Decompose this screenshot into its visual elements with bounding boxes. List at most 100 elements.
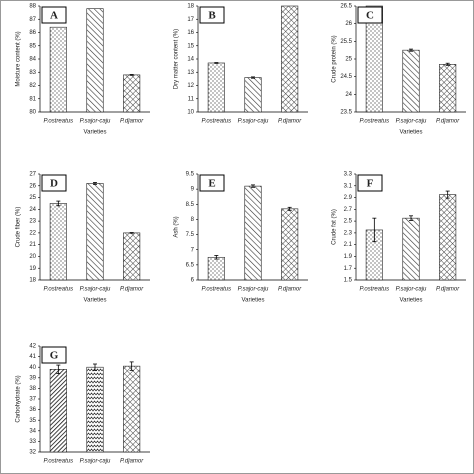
x-axis-label: Varieties bbox=[84, 130, 107, 136]
y-tick-label: 10 bbox=[187, 110, 194, 116]
y-tick-label: 9 bbox=[191, 187, 195, 193]
x-tick-label: P.sajor-caju bbox=[80, 459, 111, 465]
x-tick-label: P.ostreatus bbox=[360, 119, 390, 125]
y-tick-label: 32 bbox=[29, 450, 36, 456]
y-tick-label: 17 bbox=[187, 17, 194, 23]
y-tick-label: 2.5 bbox=[344, 219, 353, 225]
x-tick-label: P.djamor bbox=[278, 287, 302, 293]
panel-label: A bbox=[50, 10, 58, 22]
y-tick-label: 81 bbox=[29, 96, 36, 102]
y-tick-label: 38 bbox=[29, 386, 36, 392]
y-tick-label: 33 bbox=[29, 439, 36, 445]
y-tick-label: 12 bbox=[187, 83, 194, 89]
y-axis-label: Moisture content (%) bbox=[16, 31, 22, 86]
y-tick-label: 37 bbox=[29, 397, 36, 403]
bar bbox=[244, 185, 262, 281]
y-tick-label: 23 bbox=[29, 219, 36, 225]
y-tick-label: 26.5 bbox=[340, 4, 352, 10]
y-tick-label: 88 bbox=[29, 4, 36, 10]
bar bbox=[123, 74, 141, 113]
y-tick-label: 35 bbox=[29, 418, 36, 424]
y-tick-label: 2.1 bbox=[344, 242, 353, 248]
bar bbox=[86, 8, 104, 113]
panel-label: G bbox=[50, 350, 59, 362]
y-tick-label: 34 bbox=[29, 428, 36, 434]
y-tick-label: 85 bbox=[29, 43, 36, 49]
x-axis-label: Varieties bbox=[400, 130, 423, 136]
y-tick-label: 8 bbox=[191, 217, 195, 223]
y-tick-label: 26 bbox=[29, 183, 36, 189]
y-tick-label: 16 bbox=[187, 30, 194, 36]
x-tick-label: P.djamor bbox=[436, 119, 460, 125]
bar bbox=[365, 5, 383, 113]
y-tick-label: 7.5 bbox=[186, 232, 195, 238]
bar bbox=[439, 194, 457, 281]
panel-label-box bbox=[357, 6, 383, 24]
panel-label-box bbox=[41, 174, 67, 192]
y-tick-label: 41 bbox=[29, 354, 36, 360]
y-tick-label: 6 bbox=[191, 278, 195, 284]
y-tick-label: 20 bbox=[29, 254, 36, 260]
x-tick-label: P.ostreatus bbox=[202, 119, 232, 125]
y-tick-label: 84 bbox=[29, 57, 36, 63]
y-tick-label: 1.7 bbox=[344, 266, 353, 272]
bar bbox=[281, 208, 299, 281]
y-tick-label: 8.5 bbox=[186, 202, 195, 208]
y-tick-label: 25 bbox=[345, 57, 352, 63]
x-tick-label: P.sajor-caju bbox=[80, 287, 111, 293]
bar bbox=[207, 62, 225, 113]
panel-label-box bbox=[41, 346, 67, 364]
y-tick-label: 22 bbox=[29, 230, 36, 236]
y-tick-label: 2.9 bbox=[344, 195, 353, 201]
bar bbox=[281, 5, 299, 113]
x-tick-label: P.djamor bbox=[120, 459, 144, 465]
y-axis-label: Crude fiber (%) bbox=[16, 207, 22, 248]
panel-label: D bbox=[50, 178, 58, 190]
x-tick-label: P.djamor bbox=[120, 287, 144, 293]
y-tick-label: 21 bbox=[29, 242, 36, 248]
y-axis-label: Ash (%) bbox=[174, 216, 180, 237]
y-tick-label: 19 bbox=[29, 266, 36, 272]
x-tick-label: P.sajor-caju bbox=[238, 119, 269, 125]
panel-label: B bbox=[208, 10, 216, 22]
y-tick-label: 7 bbox=[191, 247, 195, 253]
panel-label-box bbox=[199, 6, 225, 24]
bar bbox=[86, 366, 104, 453]
y-tick-label: 86 bbox=[29, 30, 36, 36]
x-tick-label: P.ostreatus bbox=[44, 119, 74, 125]
bar bbox=[49, 369, 67, 453]
y-tick-label: 3.1 bbox=[344, 183, 353, 189]
y-tick-label: 40 bbox=[29, 365, 36, 371]
bar bbox=[402, 49, 420, 113]
y-tick-label: 24 bbox=[345, 92, 352, 98]
x-tick-label: P.djamor bbox=[278, 119, 302, 125]
x-tick-label: P.ostreatus bbox=[44, 287, 74, 293]
bar bbox=[207, 256, 225, 281]
x-tick-label: P.ostreatus bbox=[202, 287, 232, 293]
panel-label: C bbox=[366, 10, 374, 22]
bar bbox=[439, 64, 457, 113]
x-axis-label: Varieties bbox=[242, 298, 265, 304]
y-tick-label: 1.9 bbox=[344, 254, 353, 260]
y-tick-label: 39 bbox=[29, 375, 36, 381]
y-tick-label: 18 bbox=[29, 278, 36, 284]
bar bbox=[49, 203, 67, 281]
bar bbox=[244, 77, 262, 113]
y-tick-label: 25 bbox=[29, 195, 36, 201]
y-tick-label: 36 bbox=[29, 407, 36, 413]
x-tick-label: P.sajor-caju bbox=[396, 119, 427, 125]
y-tick-label: 2.3 bbox=[344, 230, 353, 236]
bar bbox=[402, 217, 420, 281]
y-tick-label: 11 bbox=[188, 96, 195, 102]
y-axis-label: Crude protein (%) bbox=[332, 35, 338, 82]
y-tick-label: 82 bbox=[29, 83, 36, 89]
bar bbox=[123, 232, 141, 281]
y-tick-label: 2.7 bbox=[344, 207, 353, 213]
y-axis-label: Crude fat (%) bbox=[332, 209, 338, 245]
y-tick-label: 6.5 bbox=[186, 262, 195, 268]
x-tick-label: P.djamor bbox=[436, 287, 460, 293]
y-axis-label: Carbohydrate (%) bbox=[16, 375, 22, 422]
panel-label-box bbox=[199, 174, 225, 192]
x-tick-label: P.sajor-caju bbox=[396, 287, 427, 293]
